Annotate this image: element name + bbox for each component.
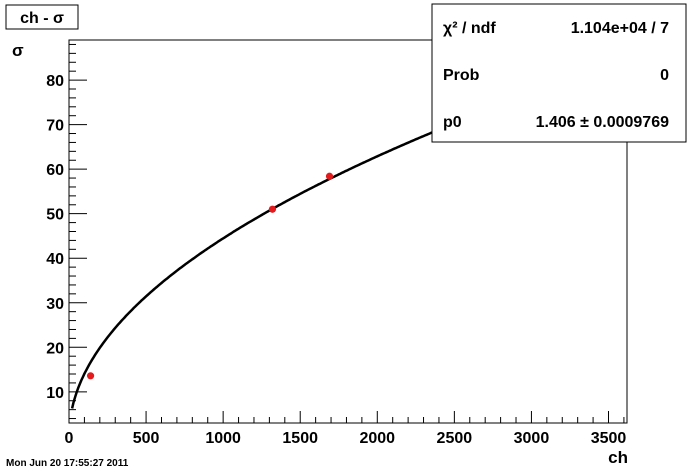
x-tick-label: 500 [133, 430, 160, 447]
x-tick-label: 3000 [514, 430, 550, 447]
y-tick-label: 40 [46, 251, 64, 268]
y-tick-label: 70 [46, 118, 64, 135]
stats-label-p0: p0 [443, 114, 462, 131]
stats-value-p0: 1.406 ± 0.0009769 [536, 114, 669, 131]
stats-label-chi2: χ² / ndf [443, 20, 496, 37]
x-axis: 0 500 1000 1500 2000 2500 3000 3500 [65, 411, 627, 447]
data-point [268, 205, 277, 213]
stats-value-chi2: 1.104e+04 / 7 [571, 20, 669, 37]
x-tick-label: 1000 [205, 430, 241, 447]
y-tick-label: 10 [46, 385, 64, 402]
title-box: ch - σ [5, 4, 79, 30]
data-point [325, 172, 334, 180]
data-point [86, 372, 95, 380]
stats-label-prob: Prob [443, 67, 480, 84]
y-axis-title: σ [12, 41, 24, 60]
x-tick-label: 3500 [591, 430, 627, 447]
y-tick-label: 80 [46, 73, 64, 90]
x-axis-title: ch [608, 448, 628, 467]
y-tick-label: 30 [46, 296, 64, 313]
x-tick-label: 2000 [359, 430, 395, 447]
x-tick-label: 2500 [437, 430, 473, 447]
stats-box: χ² / ndf 1.104e+04 / 7 Prob 0 p0 1.406 ±… [431, 3, 687, 143]
x-tick-label: 1500 [282, 430, 318, 447]
y-tick-label: 60 [46, 162, 64, 179]
footer-timestamp: Mon Jun 20 17:55:27 2011 [6, 458, 129, 469]
chart-title: ch - σ [20, 10, 64, 27]
x-tick-label: 0 [65, 430, 74, 447]
stats-value-prob: 0 [660, 67, 669, 84]
y-tick-label: 50 [46, 207, 64, 224]
data-points [86, 172, 334, 380]
y-tick-label: 20 [46, 340, 64, 357]
y-axis: 10 20 30 40 50 60 70 80 [46, 43, 87, 420]
